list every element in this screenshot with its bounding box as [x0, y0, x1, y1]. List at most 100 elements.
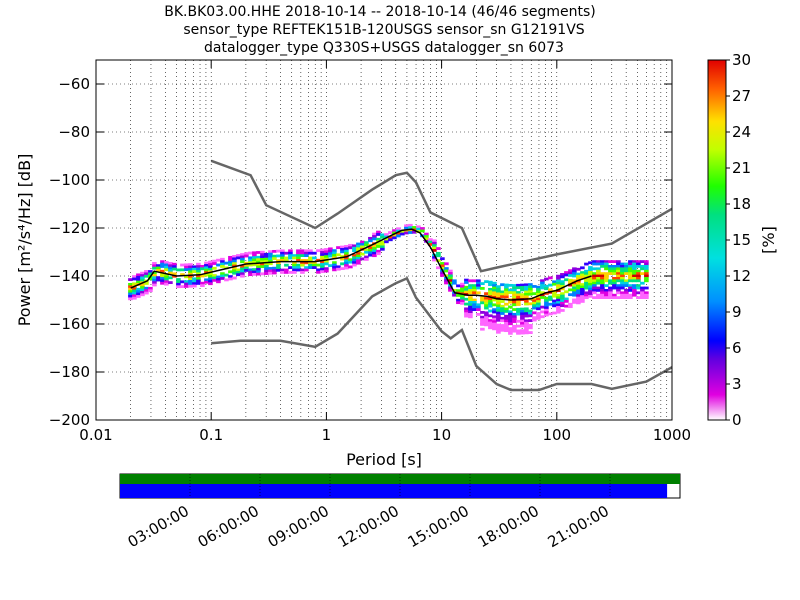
heatmap-cell	[624, 279, 629, 283]
heatmap-cell	[236, 270, 241, 274]
heatmap-cell	[380, 245, 385, 249]
chart-title-line-3: datalogger_type Q330S+USGS datalogger_sn…	[204, 40, 564, 56]
heatmap-cell	[604, 291, 609, 295]
heatmap-cell	[632, 267, 637, 271]
heatmap-cell	[468, 303, 473, 307]
heatmap-cell	[196, 262, 201, 266]
heatmap-cell	[508, 319, 513, 323]
heatmap-cell	[512, 284, 517, 287]
heatmap-cell	[264, 272, 269, 275]
heatmap-cell	[512, 291, 517, 295]
heatmap-cell	[624, 265, 629, 268]
heatmap-cell	[500, 295, 505, 299]
heatmap-cell	[224, 273, 229, 277]
heatmap-cell	[320, 255, 325, 259]
heatmap-cell	[352, 256, 357, 260]
heatmap-cell	[204, 273, 209, 277]
heatmap-cell	[544, 287, 549, 291]
heatmap-cell	[568, 269, 573, 273]
heatmap-cell	[604, 260, 609, 263]
heatmap-cell	[264, 257, 269, 261]
x-tick-label: 1000	[653, 426, 691, 444]
heatmap-cell	[196, 265, 201, 269]
heatmap-cell	[344, 244, 349, 248]
heatmap-cell	[376, 252, 381, 256]
heatmap-cell	[260, 250, 265, 254]
heatmap-cell	[304, 249, 309, 253]
heatmap-cell	[568, 283, 573, 287]
heatmap-cell	[600, 289, 605, 292]
heatmap-cell	[480, 320, 485, 324]
heatmap-cell	[384, 233, 389, 236]
heatmap-cell	[484, 297, 489, 300]
heatmap-cell	[608, 265, 613, 268]
heatmap-cell	[276, 259, 281, 263]
heatmap-cell	[140, 293, 145, 297]
heatmap-cell	[360, 245, 365, 249]
heatmap-cell	[268, 271, 273, 275]
heatmap-cell	[464, 290, 469, 294]
heatmap-cell	[188, 282, 193, 286]
heatmap-cell	[204, 280, 209, 284]
heatmap-cell	[152, 278, 157, 282]
heatmap-cell	[508, 300, 513, 304]
heatmap-cell	[144, 286, 149, 290]
heatmap-cell	[496, 306, 501, 310]
heatmap-cell	[620, 291, 625, 295]
heatmap-cell	[300, 251, 305, 255]
heatmap-cell	[280, 254, 285, 258]
heatmap-cell	[452, 293, 457, 297]
heatmap-cell	[184, 263, 189, 267]
y-axis-label: Power [m²/s⁴/Hz] [dB]	[15, 154, 34, 327]
heatmap-cell	[464, 312, 469, 316]
heatmap-cell	[540, 296, 545, 299]
y-tick-label: −120	[49, 219, 90, 237]
heatmap-cell	[580, 297, 585, 301]
heatmap-cell	[504, 317, 509, 321]
heatmap-cell	[492, 322, 497, 326]
heatmap-cell	[496, 304, 501, 308]
heatmap-cell	[528, 290, 533, 294]
chart-title-line-1: BK.BK03.00.HHE 2018-10-14 -- 2018-10-14 …	[164, 4, 596, 20]
heatmap-cell	[188, 270, 193, 274]
heatmap-cell	[644, 293, 649, 297]
heatmap-cell	[592, 272, 597, 275]
heatmap-cell	[476, 303, 481, 307]
heatmap-cell	[436, 259, 441, 262]
heatmap-cell	[548, 276, 553, 280]
heatmap-cell	[164, 282, 169, 286]
heatmap-cell	[144, 270, 149, 273]
heatmap-cell	[240, 253, 245, 256]
heatmap-cell	[632, 291, 637, 295]
y-tick-label: −80	[58, 123, 90, 141]
heatmap-cell	[216, 263, 221, 267]
heatmap-cell	[592, 262, 597, 266]
heatmap-cell	[232, 267, 237, 270]
heatmap-cell	[348, 246, 353, 250]
heatmap-cell	[560, 292, 565, 296]
heatmap-cell	[504, 310, 509, 313]
heatmap-cell	[288, 249, 293, 253]
heatmap-cell	[596, 267, 601, 271]
heatmap-cell	[456, 284, 461, 288]
heatmap-cell	[468, 296, 473, 299]
heatmap-cell	[508, 283, 513, 287]
heatmap-cell	[240, 260, 245, 264]
heatmap-cell	[496, 285, 501, 289]
heatmap-cell	[580, 266, 585, 270]
heatmap-cell	[580, 271, 585, 274]
heatmap-cell	[196, 274, 201, 278]
heatmap-cell	[128, 295, 133, 298]
heatmap-cell	[624, 267, 629, 271]
heatmap-cell	[468, 298, 473, 302]
heatmap-cell	[364, 255, 369, 259]
heatmap-cell	[576, 284, 581, 288]
heatmap-cell	[140, 271, 145, 275]
heatmap-cell	[188, 263, 193, 267]
heatmap-cell	[636, 260, 641, 263]
heatmap-cell	[136, 295, 141, 298]
heatmap-cell	[592, 289, 597, 292]
heatmap-cell	[464, 307, 469, 311]
heatmap-cell	[636, 265, 641, 268]
heatmap-cell	[636, 269, 641, 273]
